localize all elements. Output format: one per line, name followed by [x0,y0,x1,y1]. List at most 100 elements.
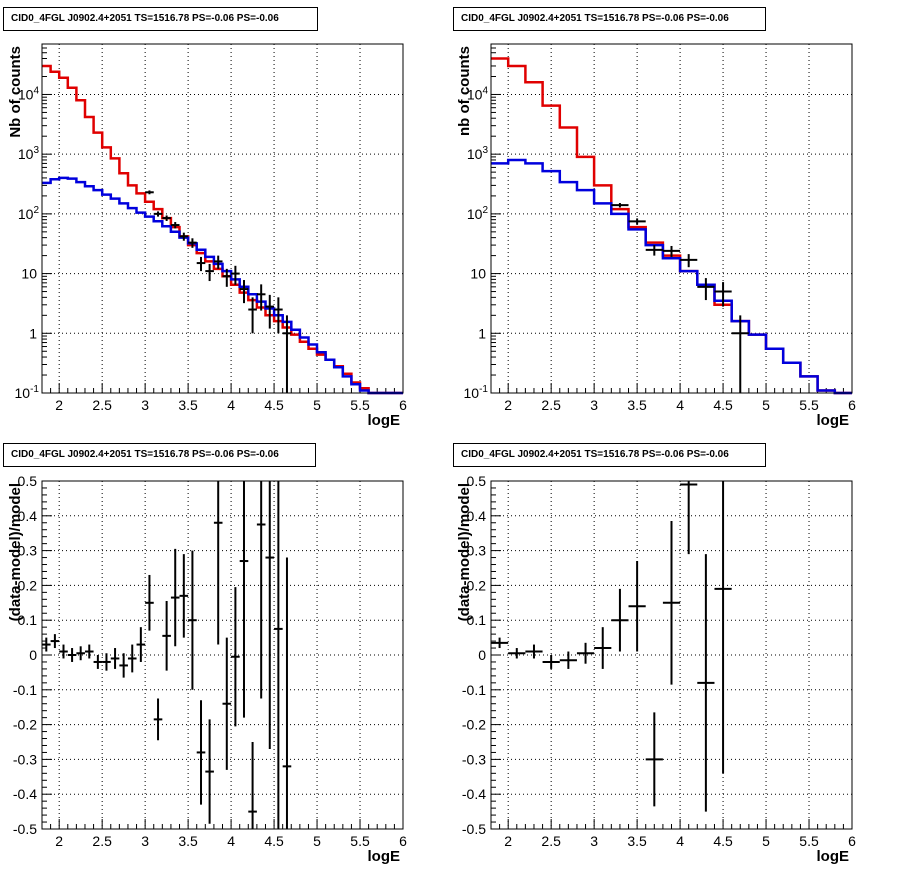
panel-residuals-right: CID0_4FGL J0902.4+2051 TS=1516.78 PS=-0.… [449,437,898,875]
x-tick-label: 6 [848,397,856,413]
x-tick-label: 3.5 [178,833,198,849]
plot-frame [41,43,404,394]
counts-chart-right: 2 2.5 3 3.5 4 4.5 5 5.5 6 10-1 1 10 102 103 104 logE nb … [456,43,856,429]
x-tick-label: 5.5 [350,397,370,413]
data-point [213,481,223,645]
y-tick-label: -0.3 [13,751,37,767]
data-point [731,315,749,393]
x-tick-label: 5 [762,397,770,413]
x-tick-label: 2.5 [92,397,112,413]
data-point [274,481,283,829]
x-tick-label: 2.5 [541,397,561,413]
x-tick-label: 5.5 [350,833,370,849]
model-step-red [491,57,852,395]
data-point [170,222,180,229]
data-point [576,642,595,664]
data-point [67,648,77,662]
x-axis-title: logE [368,848,401,865]
x-ticks [490,43,853,394]
y-tick-label: 10-1 [15,384,40,401]
x-tick-label: 5 [313,397,321,413]
x-tick-label: 3 [590,397,598,413]
data-point [697,278,715,301]
data-point [239,280,249,304]
grid [42,44,404,394]
data-point [274,297,283,334]
grid [42,480,404,830]
data-point [170,548,180,647]
x-tick-label: 4.5 [264,833,284,849]
data-point [162,215,171,221]
data-point [222,637,232,770]
x-tick-label: 3 [141,397,149,413]
y-tick-label: 0.3 [18,543,38,559]
y-tick-label: -0.1 [462,682,486,698]
x-tick-label: 5.5 [799,833,819,849]
tick-labels: 2 2.5 3 3.5 4 4.5 5 5.5 6 10-1 1 10 102 103 104 [15,85,408,413]
data-point [205,719,214,824]
data-point [239,481,249,718]
data-point [153,698,163,741]
data-point [662,245,681,257]
data-point [188,550,197,690]
data-point [179,232,189,241]
y-tick-label: 104 [18,85,40,102]
x-tick-label: 4 [676,397,684,413]
plot-area [491,57,852,395]
data-point [697,554,715,812]
data-point [508,648,526,659]
x-tick-label: 3.5 [627,397,647,413]
data-point [127,644,137,673]
plot-frame [490,480,853,830]
data-point [256,481,266,699]
plot-frame [41,480,404,830]
y-tick-label: 104 [467,85,489,102]
y-tick-label: -0.2 [462,717,486,733]
x-axis-title: logE [368,412,401,429]
y-tick-label: -0.4 [462,786,486,802]
y-axis-title: (data-model)/model [456,483,473,621]
x-tick-label: 6 [399,833,407,849]
data-point [59,644,68,659]
y-tick-label: 102 [18,205,40,222]
data-point [248,297,257,334]
y-tick-label: 10-1 [464,384,489,401]
data-point [680,254,698,268]
data-point [231,265,240,285]
panel-counts-right: CID0_4FGL J0902.4+2051 TS=1516.78 PS=-0.… [449,0,898,437]
y-tick-label: 1 [478,325,486,341]
data-point [680,481,698,555]
data-point [196,700,206,805]
y-tick-label: 0.5 [467,473,487,489]
x-tick-label: 3 [141,833,149,849]
data-point [110,648,120,669]
plot-area [42,481,292,829]
data-point [222,268,232,287]
plot-title: CID0_4FGL J0902.4+2051 TS=1516.78 PS=-0.… [3,7,318,31]
plot-title: CID0_4FGL J0902.4+2051 TS=1516.78 PS=-0.… [453,443,766,467]
y-tick-label: 10 [470,266,486,282]
model-step-blue [491,158,852,395]
panel-counts-left: CID0_4FGL J0902.4+2051 TS=1516.78 PS=-0.… [0,0,449,437]
plot-area [491,481,732,812]
y-tick-label: 0.5 [18,473,38,489]
data-point [145,574,154,631]
data-point [714,282,732,307]
data-point [84,644,94,659]
x-tick-label: 6 [848,833,856,849]
panel-residuals-left: CID0_4FGL J0902.4+2051 TS=1516.78 PS=-0.… [0,437,449,875]
y-tick-label: 10 [21,266,37,282]
y-tick-label: 102 [467,205,489,222]
x-tick-label: 2.5 [541,833,561,849]
data-point [645,245,663,256]
data-point [179,554,189,638]
y-tick-label: 0 [478,647,486,663]
data-point [256,284,266,311]
grid [491,44,853,394]
data-point [594,627,612,669]
data-point [145,190,154,195]
y-tick-label: -0.5 [462,821,486,837]
x-tick-label: 4 [227,397,235,413]
plot-title: CID0_4FGL J0902.4+2051 TS=1516.78 PS=-0.… [453,7,766,31]
data-point [102,653,111,671]
